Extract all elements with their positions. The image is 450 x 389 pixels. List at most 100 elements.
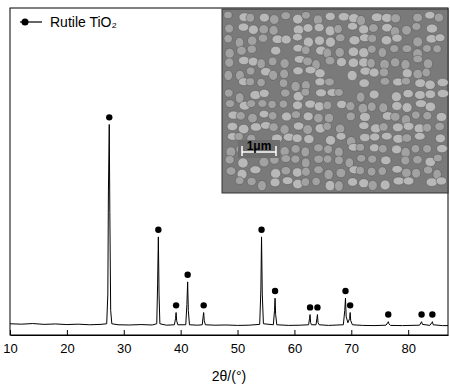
sem-grain <box>367 45 376 53</box>
peak-marker <box>418 311 424 317</box>
sem-grain <box>323 155 332 163</box>
sem-grain <box>325 135 335 145</box>
sem-grain <box>293 67 303 75</box>
x-tick: 80 <box>401 330 415 356</box>
sem-grain <box>392 145 402 154</box>
sem-grain <box>348 47 359 56</box>
sem-grain <box>280 59 289 69</box>
x-tick-mark <box>294 330 295 335</box>
sem-grain <box>369 68 379 77</box>
sem-grain <box>281 12 291 20</box>
peak-marker <box>258 227 264 233</box>
sem-grain <box>226 167 236 176</box>
sem-grain <box>281 166 291 174</box>
sem-grain <box>425 11 435 19</box>
sem-grain <box>336 57 346 66</box>
peak-marker <box>342 288 348 294</box>
legend-label: Rutile TiO₂ <box>50 14 117 30</box>
sem-grain <box>225 48 234 58</box>
sem-grain <box>403 89 413 97</box>
sem-grain <box>437 89 448 97</box>
sem-grain <box>402 168 412 178</box>
sem-grain <box>359 25 369 34</box>
sem-grain <box>224 34 232 42</box>
peak-marker <box>184 272 190 278</box>
sem-grain <box>314 155 324 163</box>
sem-grain <box>271 46 281 55</box>
sem-grain <box>246 78 255 86</box>
sem-grain <box>437 144 448 152</box>
sem-grain <box>225 100 234 108</box>
sem-grain <box>379 103 388 113</box>
sem-grain <box>248 25 258 34</box>
sem-grain <box>235 177 244 185</box>
sem-grain <box>368 180 377 190</box>
sem-grain <box>250 166 261 174</box>
sem-grain <box>349 36 360 45</box>
sem-grain <box>269 15 279 25</box>
peak-marker <box>106 114 112 120</box>
sem-grain <box>423 59 432 69</box>
sem-grain <box>281 112 291 121</box>
sem-grain <box>335 48 344 58</box>
x-axis: 1020304050607080 <box>3 330 448 356</box>
sem-grain <box>437 78 448 86</box>
sem-grain <box>227 122 238 130</box>
sem-grain <box>315 69 325 78</box>
sem-grain <box>415 90 426 99</box>
sem-grain <box>269 26 278 36</box>
sem-grain <box>225 58 234 67</box>
sem-grain <box>325 26 335 36</box>
sem-grain <box>316 89 327 97</box>
x-tick-mark <box>408 330 409 335</box>
sem-grain <box>359 79 369 88</box>
sem-grain <box>325 180 335 190</box>
peak-marker <box>272 288 278 294</box>
sem-grain <box>337 100 347 108</box>
sem-grain <box>436 112 447 121</box>
sem-grain <box>280 69 289 79</box>
sem-grain <box>369 144 379 152</box>
sem-grain <box>247 45 256 53</box>
scale-bar-end <box>241 146 243 156</box>
sem-grain <box>346 112 355 121</box>
sem-grain <box>433 45 441 53</box>
sem-grain <box>312 177 320 185</box>
sem-grain <box>301 178 310 187</box>
sem-grain <box>402 25 412 35</box>
sem-grain <box>292 168 302 177</box>
sem-grain <box>380 180 390 190</box>
sem-grain <box>425 80 435 90</box>
sem-grain <box>357 154 366 162</box>
sem-grain <box>325 37 335 47</box>
sem-grain <box>301 88 310 96</box>
sem-grain <box>259 13 269 22</box>
sem-grain <box>301 46 310 55</box>
sem-grain <box>378 145 387 153</box>
sem-grain <box>390 45 399 53</box>
peak-marker <box>314 304 320 310</box>
sem-grain <box>281 155 291 163</box>
sem-grain <box>270 178 280 187</box>
sem-grain <box>291 111 300 119</box>
sem-grain <box>391 14 401 23</box>
x-tick-label: 50 <box>231 341 245 356</box>
sem-grain <box>401 77 410 85</box>
x-tick-label: 60 <box>288 341 302 356</box>
x-tick: 50 <box>231 330 245 356</box>
sem-grain <box>292 33 302 41</box>
sem-grain <box>423 45 432 53</box>
sem-grain <box>369 90 379 99</box>
sem-grain <box>413 155 423 163</box>
sem-grain <box>335 34 345 42</box>
sem-grain <box>391 92 401 102</box>
sem-grain <box>346 102 355 111</box>
sem-grain <box>303 24 313 33</box>
sem-grain <box>392 34 402 42</box>
x-tick-label: 70 <box>345 341 359 356</box>
sem-grain <box>301 147 310 157</box>
x-tick-mark <box>238 330 239 335</box>
scale-bar-end <box>275 146 277 156</box>
sem-grain <box>248 113 258 123</box>
sem-grain <box>305 66 316 74</box>
